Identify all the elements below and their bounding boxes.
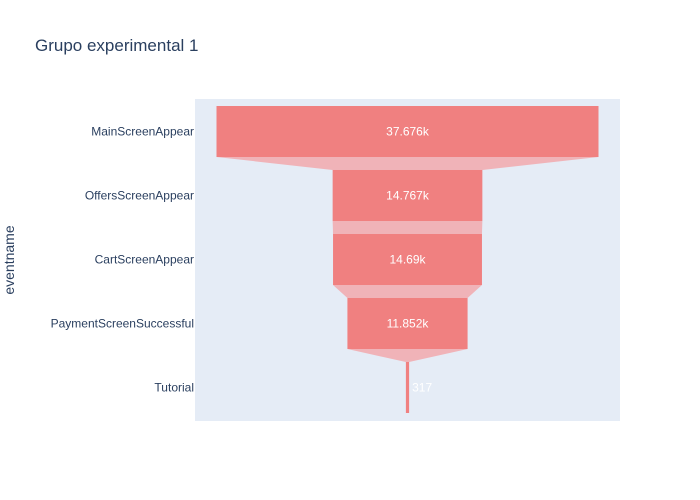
value-labels: 37.676k 14.767k 14.69k 11.852k 317 bbox=[386, 125, 432, 395]
funnel-connector bbox=[216, 157, 599, 170]
value-label: 37.676k bbox=[386, 125, 430, 139]
funnel-bars bbox=[216, 106, 599, 413]
y-tick-label: PaymentScreenSuccessful bbox=[51, 317, 194, 331]
funnel-bar bbox=[333, 234, 482, 285]
funnel-connector bbox=[333, 285, 482, 298]
chart-title: Grupo experimental 1 bbox=[35, 36, 198, 55]
funnel-bar bbox=[216, 106, 599, 157]
value-label: 14.767k bbox=[386, 189, 430, 203]
y-tick-label: MainScreenAppear bbox=[91, 125, 194, 139]
y-axis-ticks: MainScreenAppear OffersScreenAppear CartSc… bbox=[51, 125, 194, 395]
y-tick-label: OffersScreenAppear bbox=[85, 189, 194, 203]
funnel-bar bbox=[347, 298, 468, 349]
funnel-connector bbox=[332, 221, 483, 234]
y-tick-label: CartScreenAppear bbox=[95, 253, 194, 267]
y-tick-label: Tutorial bbox=[154, 381, 194, 395]
value-label: 14.69k bbox=[389, 253, 426, 267]
funnel-connectors bbox=[216, 157, 599, 362]
funnel-bar bbox=[405, 362, 410, 413]
value-label: 11.852k bbox=[387, 317, 430, 331]
value-label: 317 bbox=[412, 381, 432, 395]
y-axis-label: eventname bbox=[1, 225, 17, 294]
funnel-connector bbox=[347, 349, 468, 362]
funnel-bar bbox=[332, 170, 483, 221]
